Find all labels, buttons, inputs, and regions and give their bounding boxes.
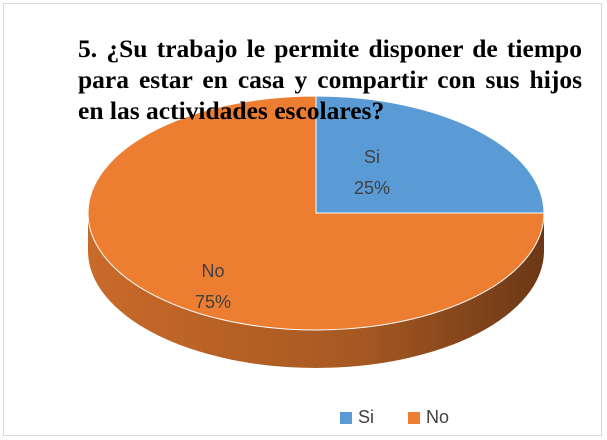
legend-swatch: [408, 412, 420, 424]
legend-label: Si: [358, 407, 374, 427]
pie-slice: [315, 95, 545, 214]
legend-label: No: [426, 407, 449, 427]
chart-border: [3, 3, 602, 436]
chart-title: 5. ¿Su trabajo le permite disponer de ti…: [78, 34, 582, 125]
data-label-category: No: [201, 261, 224, 281]
legend-swatch: [340, 412, 352, 424]
data-label-value: 25%: [354, 178, 390, 198]
pie-side: [88, 213, 544, 368]
data-label-value: 75%: [195, 292, 231, 312]
pie-slice: [87, 95, 545, 331]
data-label-category: Si: [364, 147, 380, 167]
